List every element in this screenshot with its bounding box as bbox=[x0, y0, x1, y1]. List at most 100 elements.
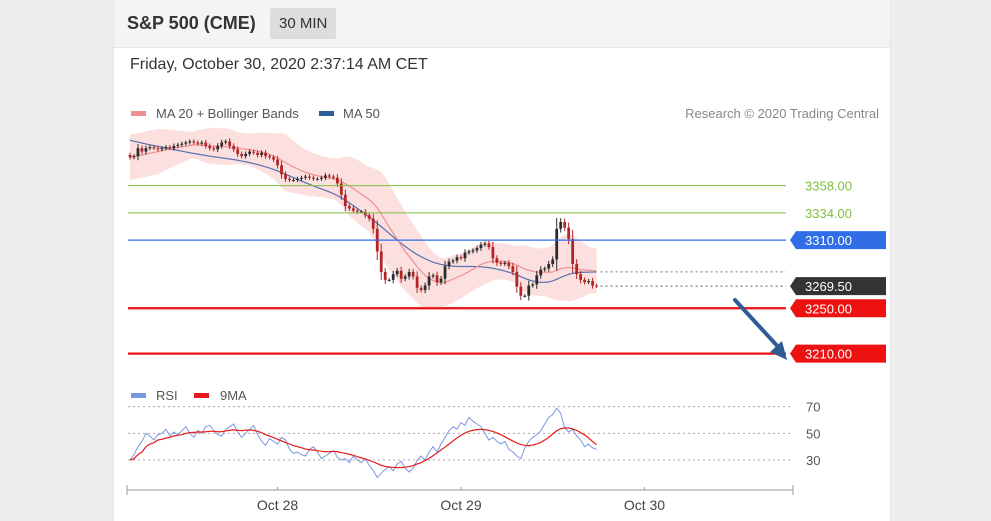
candle-body bbox=[236, 149, 240, 154]
candle-body bbox=[196, 142, 200, 144]
candle-body bbox=[459, 257, 463, 259]
candle-body bbox=[451, 260, 455, 262]
candle-body bbox=[220, 142, 224, 146]
x-axis-tick-label: Oct 28 bbox=[257, 497, 298, 513]
candle-body bbox=[164, 147, 168, 149]
candle-body bbox=[563, 221, 567, 228]
candle-body bbox=[280, 165, 283, 175]
candle-body bbox=[551, 259, 555, 264]
candle-body bbox=[316, 178, 319, 180]
candle-body bbox=[567, 227, 571, 240]
candle-body bbox=[407, 271, 411, 277]
ma20-legend-label: MA 20 + Bollinger Bands bbox=[156, 106, 299, 121]
candle-body bbox=[168, 147, 172, 149]
rsi-legend-label: RSI bbox=[156, 388, 178, 403]
candle-body bbox=[148, 147, 152, 149]
candle-body bbox=[176, 144, 180, 146]
candle-body bbox=[192, 141, 196, 143]
candle-body bbox=[439, 278, 443, 283]
candle-body bbox=[224, 141, 228, 143]
candle-body bbox=[296, 178, 299, 180]
candle-body bbox=[367, 215, 371, 219]
rsi-tick-label: 70 bbox=[806, 400, 820, 415]
candle-body bbox=[264, 152, 267, 157]
projection-arrow-head bbox=[770, 341, 787, 360]
ma20-line bbox=[129, 144, 597, 284]
candle-body bbox=[260, 152, 263, 156]
candle-body bbox=[200, 142, 204, 144]
ma20-legend-swatch bbox=[131, 111, 146, 116]
candle-body bbox=[276, 159, 279, 166]
candle-body bbox=[343, 194, 347, 207]
candle-body bbox=[495, 258, 499, 263]
candle-body bbox=[292, 179, 295, 181]
ma50-legend-label: MA 50 bbox=[343, 106, 380, 121]
candle-body bbox=[136, 148, 140, 157]
candle-body bbox=[180, 143, 184, 145]
candle-body bbox=[363, 211, 367, 216]
candle-body bbox=[383, 271, 387, 280]
candle-body bbox=[331, 176, 335, 178]
candle-body bbox=[547, 263, 551, 269]
candle-body bbox=[320, 177, 323, 179]
candle-body bbox=[499, 262, 503, 264]
candle-body bbox=[431, 275, 435, 277]
candle-body bbox=[443, 266, 447, 279]
timeframe-button[interactable]: 30 MIN bbox=[270, 8, 337, 39]
candle-body bbox=[571, 239, 575, 264]
candle-body bbox=[272, 157, 275, 160]
datetime-label: Friday, October 30, 2020 2:37:14 AM CET bbox=[130, 56, 428, 73]
candle-body bbox=[579, 274, 583, 280]
candle-body bbox=[228, 141, 232, 146]
level-label: 3310.00 bbox=[805, 233, 852, 248]
projection-arrow-shaft bbox=[733, 298, 783, 352]
candle-body bbox=[355, 210, 359, 212]
candle-body bbox=[399, 270, 403, 279]
candle-body bbox=[507, 262, 511, 267]
candle-body bbox=[256, 152, 260, 156]
level-label: 3250.00 bbox=[805, 301, 852, 316]
candle-body bbox=[240, 153, 244, 157]
rsi-ma-legend-swatch bbox=[194, 393, 209, 398]
rsi-ma-line bbox=[129, 427, 597, 469]
candle-body bbox=[144, 148, 148, 152]
candle-body bbox=[411, 271, 415, 277]
candle-body bbox=[415, 276, 419, 288]
candle-body bbox=[511, 266, 515, 272]
candle-body bbox=[403, 276, 407, 279]
candle-body bbox=[535, 275, 539, 285]
candle-body bbox=[467, 251, 471, 253]
candle-body bbox=[575, 263, 579, 275]
candle-body bbox=[519, 286, 523, 296]
level-label-tag bbox=[790, 277, 886, 296]
chart-header: S&P 500 (CME) 30 MIN bbox=[114, 0, 890, 48]
candle-body bbox=[463, 252, 467, 259]
candle-body bbox=[347, 206, 351, 209]
candle-body bbox=[132, 156, 136, 158]
candle-body bbox=[188, 141, 192, 143]
x-axis: Oct 28 Oct 29 Oct 30 bbox=[126, 485, 794, 513]
level-label: 3358.00 bbox=[805, 179, 852, 194]
candle-body bbox=[160, 148, 164, 150]
candle-body bbox=[523, 295, 527, 297]
candle-body bbox=[339, 183, 343, 195]
candle-body bbox=[447, 261, 451, 267]
candle-body bbox=[503, 262, 507, 264]
candle-body bbox=[252, 151, 256, 153]
candle-body bbox=[324, 175, 327, 178]
candle-body bbox=[455, 257, 459, 261]
candle-body bbox=[172, 145, 176, 149]
candle-body bbox=[244, 153, 248, 157]
candle-body bbox=[327, 175, 331, 177]
candle-body bbox=[423, 285, 427, 291]
bollinger-band bbox=[129, 127, 597, 310]
candle-body bbox=[304, 176, 307, 178]
candle-body bbox=[419, 287, 423, 291]
credit-label: Research © 2020 Trading Central bbox=[685, 106, 879, 121]
candle-body bbox=[288, 178, 291, 180]
rsi-legend-swatch bbox=[131, 393, 146, 398]
candle-body bbox=[351, 208, 355, 211]
candle-body bbox=[216, 145, 220, 150]
rsi-tick-label: 30 bbox=[806, 453, 820, 468]
candle-body bbox=[555, 228, 559, 260]
